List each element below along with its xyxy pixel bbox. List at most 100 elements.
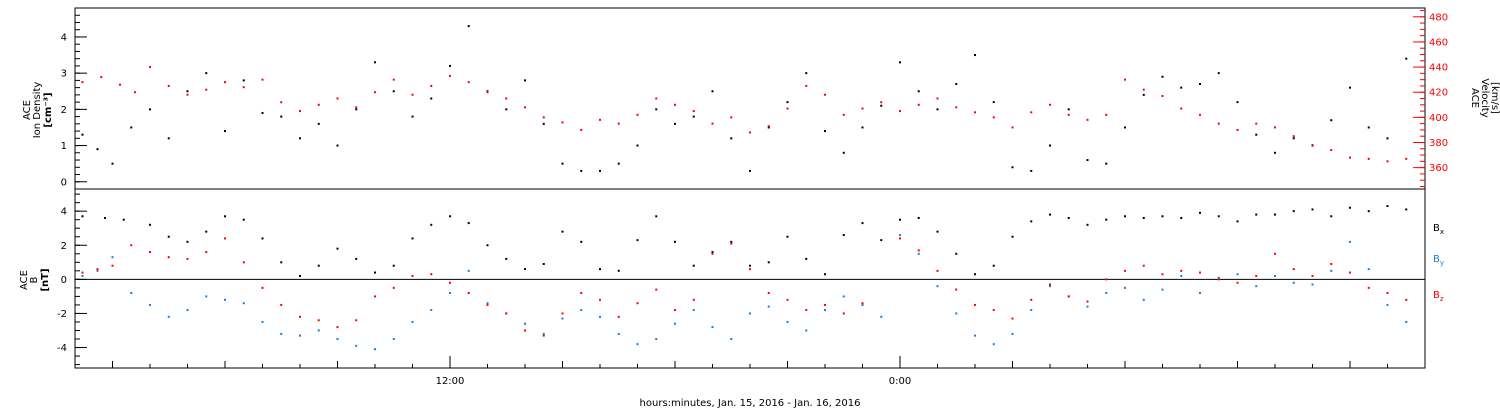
- bx-point: [392, 264, 395, 267]
- by-point: [467, 269, 470, 272]
- bx-point: [280, 261, 283, 264]
- red-point: [1255, 122, 1258, 125]
- bx-point: [1236, 220, 1239, 223]
- bz-point: [96, 268, 99, 271]
- red-point: [992, 116, 995, 119]
- legend-subscript-y: y: [1440, 259, 1444, 267]
- bx-point: [430, 223, 433, 226]
- top-ylabel-line3: [cm⁻³]: [43, 92, 54, 127]
- x-tick-label: 0:00: [889, 376, 911, 387]
- red-point: [842, 113, 845, 116]
- by-point: [580, 309, 583, 312]
- top-left-tick-label: 3: [61, 69, 67, 80]
- bz-point: [767, 291, 770, 294]
- bz-point: [1330, 263, 1333, 266]
- red-point: [1386, 160, 1389, 163]
- red-point: [917, 103, 920, 106]
- bz-point: [636, 302, 639, 305]
- by-point: [149, 303, 151, 306]
- bz-point: [167, 256, 170, 259]
- bx-point: [411, 237, 414, 240]
- red-point: [430, 84, 433, 87]
- bz-point: [374, 295, 376, 298]
- by-point: [974, 334, 976, 337]
- top-left-tick-label: 0: [61, 177, 67, 188]
- legend: Bx By Bz: [1433, 223, 1444, 303]
- top-right-tick-label: 400: [1429, 113, 1448, 124]
- black-point: [224, 130, 226, 133]
- bx-point: [1161, 215, 1164, 218]
- top-left-axis-label: ACE Ion Density [cm⁻³]: [22, 82, 54, 139]
- by-point: [1199, 291, 1201, 294]
- red-point: [224, 81, 226, 84]
- black-point: [374, 61, 376, 64]
- bx-point: [205, 230, 208, 233]
- red-point: [561, 121, 564, 124]
- by-point: [1217, 276, 1220, 279]
- red-point: [1349, 156, 1351, 159]
- bz-point: [1124, 269, 1126, 272]
- black-point: [561, 162, 564, 165]
- by-point: [824, 309, 826, 312]
- top-left-tick-label: 4: [61, 32, 67, 43]
- bz-point: [486, 303, 489, 306]
- red-point: [1292, 135, 1295, 138]
- red-point: [392, 78, 395, 81]
- bz-point: [111, 264, 114, 267]
- red-point: [955, 106, 958, 109]
- by-point: [317, 329, 320, 332]
- bz-point: [974, 303, 976, 306]
- red-point: [467, 81, 470, 84]
- top-right-ylabel-line2: Velocity: [1479, 78, 1490, 117]
- bz-point: [1180, 269, 1183, 272]
- by-point: [261, 320, 264, 323]
- bz-point: [786, 298, 789, 301]
- red-point: [167, 84, 170, 87]
- red-point: [81, 81, 84, 84]
- top-right-tick-label: 460: [1429, 37, 1448, 48]
- bx-point: [1199, 211, 1201, 214]
- bx-point: [636, 239, 639, 242]
- by-point: [374, 348, 376, 351]
- by-point: [430, 309, 433, 312]
- black-point: [392, 90, 395, 93]
- bz-point: [355, 319, 358, 322]
- black-point: [711, 90, 714, 93]
- bz-point: [955, 288, 958, 291]
- bz-point: [1349, 271, 1351, 274]
- bz-point: [805, 309, 808, 312]
- bz-point: [1030, 298, 1033, 301]
- red-point: [674, 103, 676, 106]
- black-point: [1105, 162, 1108, 165]
- black-point: [524, 79, 526, 82]
- bx-point: [355, 257, 358, 260]
- bz-point: [1405, 298, 1408, 301]
- red-point: [149, 66, 151, 69]
- by-point: [205, 295, 208, 298]
- black-point: [542, 122, 545, 125]
- bz-point: [899, 237, 901, 240]
- black-point: [280, 115, 283, 118]
- black-point: [467, 25, 470, 28]
- bx-point: [1105, 218, 1108, 221]
- bz-point: [81, 271, 84, 274]
- red-point: [1236, 128, 1239, 131]
- black-point: [917, 90, 920, 93]
- bx-point: [936, 230, 939, 233]
- by-point: [96, 269, 99, 272]
- bz-point: [936, 269, 939, 272]
- by-point: [1180, 274, 1183, 277]
- black-point: [1330, 119, 1333, 122]
- bz-point: [205, 251, 208, 254]
- by-point: [805, 329, 808, 332]
- by-point: [392, 338, 395, 341]
- top-left-tick-label: 2: [61, 105, 67, 116]
- bz-point: [1367, 286, 1370, 289]
- by-point: [355, 344, 358, 347]
- top-right-ylabel-line3: [km/s]: [1489, 82, 1500, 114]
- bz-point: [449, 281, 451, 284]
- bz-point: [1105, 278, 1108, 281]
- black-point: [1292, 137, 1295, 140]
- bx-point: [899, 218, 901, 221]
- by-point: [899, 234, 901, 237]
